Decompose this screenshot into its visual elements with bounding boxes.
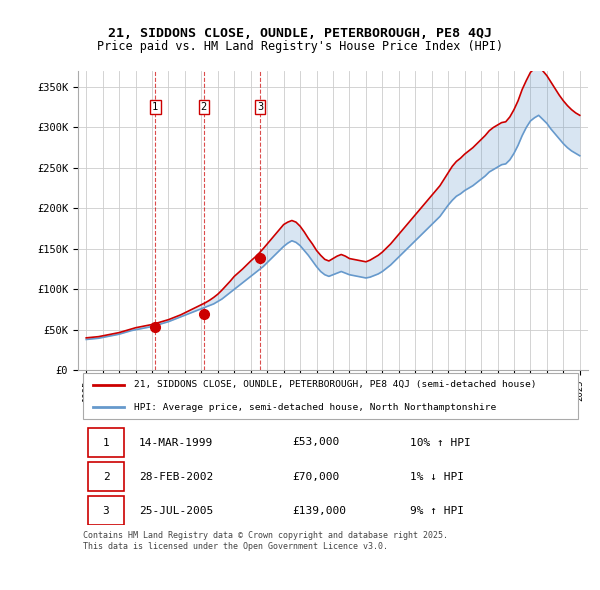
Text: 28-FEB-2002: 28-FEB-2002 (139, 471, 214, 481)
Text: 21, SIDDONS CLOSE, OUNDLE, PETERBOROUGH, PE8 4QJ (semi-detached house): 21, SIDDONS CLOSE, OUNDLE, PETERBOROUGH,… (134, 380, 536, 389)
Text: 1: 1 (103, 438, 109, 447)
FancyBboxPatch shape (88, 496, 124, 525)
Text: 25-JUL-2005: 25-JUL-2005 (139, 506, 214, 516)
Text: 10% ↑ HPI: 10% ↑ HPI (409, 438, 470, 447)
FancyBboxPatch shape (83, 373, 578, 419)
Text: £139,000: £139,000 (292, 506, 346, 516)
Text: 9% ↑ HPI: 9% ↑ HPI (409, 506, 464, 516)
Text: 21, SIDDONS CLOSE, OUNDLE, PETERBOROUGH, PE8 4QJ: 21, SIDDONS CLOSE, OUNDLE, PETERBOROUGH,… (108, 27, 492, 40)
FancyBboxPatch shape (88, 428, 124, 457)
Text: £70,000: £70,000 (292, 471, 340, 481)
Text: HPI: Average price, semi-detached house, North Northamptonshire: HPI: Average price, semi-detached house,… (134, 403, 496, 412)
Text: 2: 2 (201, 101, 207, 112)
Text: 1% ↓ HPI: 1% ↓ HPI (409, 471, 464, 481)
Text: Price paid vs. HM Land Registry's House Price Index (HPI): Price paid vs. HM Land Registry's House … (97, 40, 503, 53)
Text: 1: 1 (152, 101, 158, 112)
Text: Contains HM Land Registry data © Crown copyright and database right 2025.
This d: Contains HM Land Registry data © Crown c… (83, 532, 448, 550)
Text: 2: 2 (103, 471, 109, 481)
Text: 3: 3 (257, 101, 263, 112)
FancyBboxPatch shape (88, 462, 124, 491)
Text: £53,000: £53,000 (292, 438, 340, 447)
Text: 14-MAR-1999: 14-MAR-1999 (139, 438, 214, 447)
Text: 3: 3 (103, 506, 109, 516)
